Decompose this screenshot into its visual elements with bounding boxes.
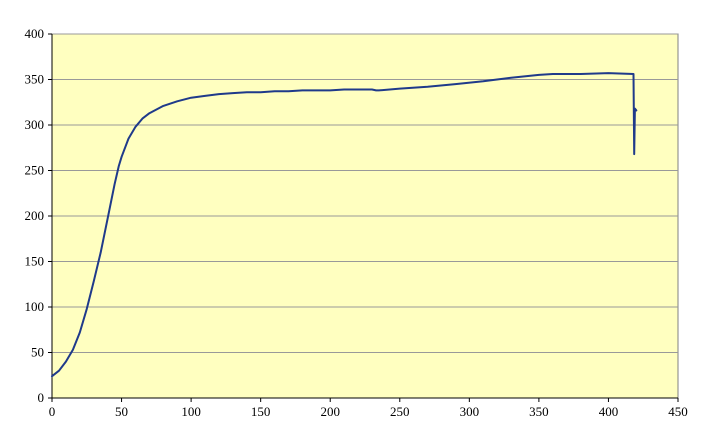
- y-tick-label: 300: [25, 117, 45, 132]
- x-tick-label: 150: [251, 404, 271, 419]
- x-tick-label: 100: [181, 404, 201, 419]
- x-tick-label: 450: [668, 404, 688, 419]
- series-group: [51, 72, 638, 378]
- y-tick-label: 350: [25, 72, 45, 87]
- x-tick-label: 250: [390, 404, 410, 419]
- y-tick-label: 250: [25, 163, 45, 178]
- x-tick-label: 400: [599, 404, 619, 419]
- y-tick-label: 100: [25, 299, 45, 314]
- y-tick-label: 150: [25, 254, 45, 269]
- x-axis-ticks: 0 50 100 150 200 250 300 350 400 450: [49, 398, 688, 419]
- y-tick-label: 0: [38, 390, 45, 405]
- y-tick-label: 200: [25, 208, 45, 223]
- x-tick-label: 200: [320, 404, 340, 419]
- y-tick-label: 50: [31, 345, 44, 360]
- series-line: [51, 72, 638, 378]
- x-tick-label: 50: [115, 404, 128, 419]
- gridlines: [52, 33, 678, 353]
- x-tick-label: 300: [460, 404, 480, 419]
- x-tick-label: 0: [49, 404, 56, 419]
- x-tick-label: 350: [529, 404, 549, 419]
- y-axis-ticks: 0 50 100 150 200 250 300 350 400: [25, 26, 52, 405]
- y-tick-label: 400: [25, 26, 45, 41]
